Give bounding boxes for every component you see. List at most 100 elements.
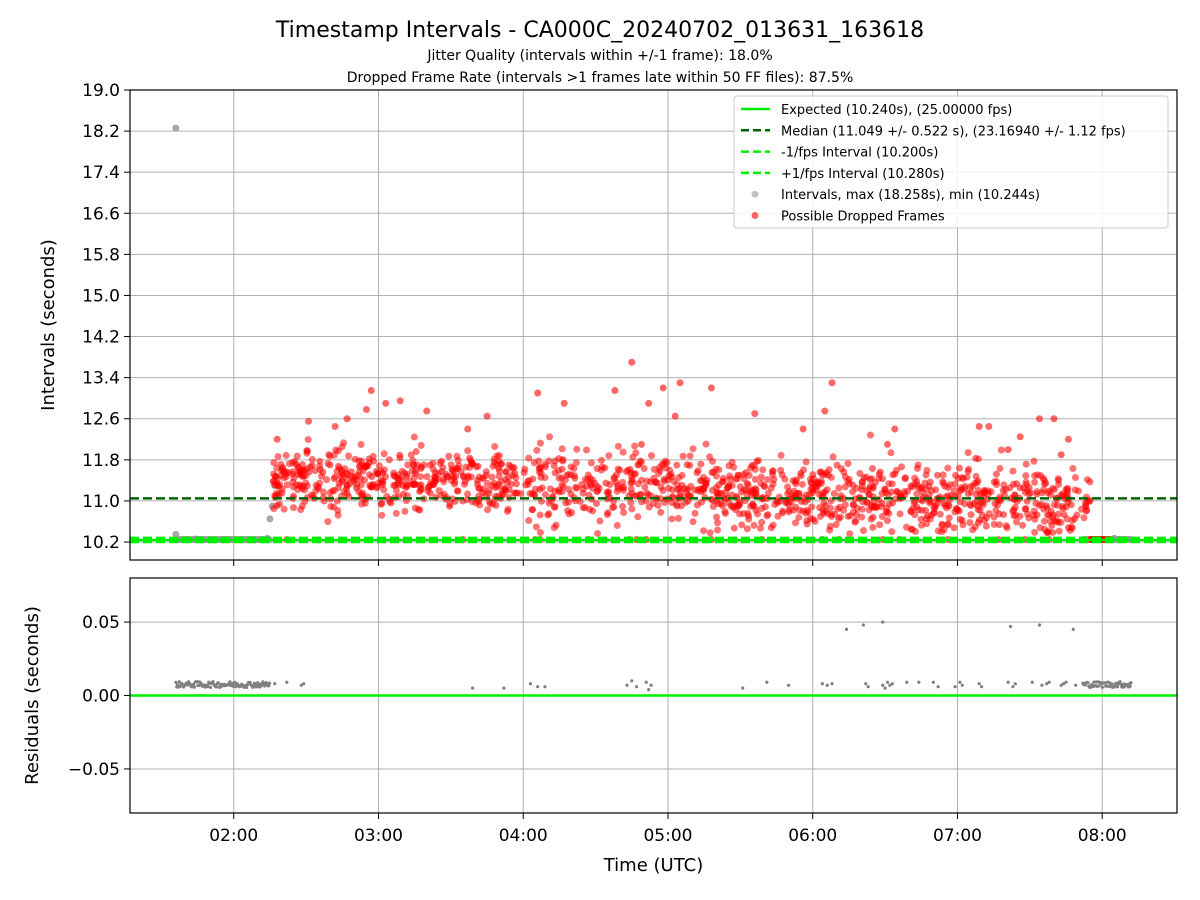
dropped-frame-point bbox=[431, 475, 439, 483]
dropped-frame-point bbox=[757, 473, 765, 481]
dropped-frame-point bbox=[867, 515, 875, 523]
dropped-frame-point bbox=[531, 485, 539, 493]
dropped-frame-point bbox=[689, 518, 697, 526]
residual-point bbox=[786, 683, 791, 687]
dropped-frame-point bbox=[750, 521, 758, 529]
dropped-frame-point bbox=[1013, 518, 1021, 526]
dropped-frame-point bbox=[691, 509, 699, 517]
dropped-frame-point bbox=[676, 379, 684, 387]
dropped-frame-point bbox=[839, 494, 847, 502]
dropped-frame-point bbox=[777, 451, 785, 459]
dropped-frame-point bbox=[426, 461, 434, 469]
dropped-frame-point bbox=[859, 498, 867, 506]
dropped-frame-point bbox=[619, 448, 627, 456]
dropped-frame-point bbox=[779, 507, 787, 515]
dropped-frame-point bbox=[826, 504, 834, 512]
dropped-frame-point bbox=[871, 478, 879, 486]
dropped-frame-point bbox=[1071, 474, 1079, 482]
dropped-frame-point bbox=[559, 456, 567, 464]
dropped-frame-point bbox=[546, 433, 554, 441]
dropped-frame-point bbox=[603, 510, 611, 518]
dropped-frame-point bbox=[274, 453, 282, 461]
dropped-frame-point bbox=[865, 491, 873, 499]
dropped-frame-point bbox=[372, 468, 380, 476]
dropped-frame-point bbox=[751, 410, 759, 418]
dropped-frame-point bbox=[528, 506, 536, 514]
dropped-frame-point bbox=[1054, 475, 1062, 483]
dropped-frame-point bbox=[699, 487, 707, 495]
dropped-frame-point bbox=[849, 481, 857, 489]
dropped-frame-point bbox=[754, 510, 762, 518]
dropped-frame-point bbox=[964, 467, 972, 475]
dropped-frame-point bbox=[944, 464, 952, 472]
y-tick-label: 16.6 bbox=[82, 204, 120, 224]
dropped-frame-point bbox=[977, 499, 985, 507]
dropped-frame-point bbox=[973, 479, 981, 487]
residual-point bbox=[741, 686, 745, 690]
dropped-frame-point bbox=[426, 489, 434, 497]
dropped-frame-point bbox=[563, 471, 571, 479]
dropped-frame-point bbox=[551, 469, 559, 477]
dropped-frame-point bbox=[512, 480, 520, 488]
dropped-frame-point bbox=[954, 474, 962, 482]
y-axis-label: Residuals (seconds) bbox=[22, 606, 43, 785]
dropped-frame-point bbox=[748, 491, 756, 499]
residual-point bbox=[231, 684, 235, 688]
dropped-frame-point bbox=[835, 484, 843, 492]
figure-title: Timestamp Intervals - CA000C_20240702_01… bbox=[275, 18, 924, 43]
dropped-frame-point bbox=[816, 512, 824, 520]
dropped-frame-point bbox=[700, 527, 708, 535]
dropped-frame-point bbox=[627, 485, 635, 493]
dropped-frame-point bbox=[507, 480, 515, 488]
dropped-frame-point bbox=[498, 460, 506, 468]
residual-point bbox=[647, 688, 651, 692]
dropped-frame-point bbox=[319, 468, 327, 476]
dropped-frame-point bbox=[727, 502, 735, 510]
dropped-frame-point bbox=[530, 491, 538, 499]
dropped-frame-point bbox=[719, 502, 727, 510]
x-axis-label: Time (UTC) bbox=[603, 855, 704, 876]
y-tick-label: 15.0 bbox=[82, 286, 120, 306]
dropped-frame-point bbox=[936, 510, 944, 518]
dropped-frame-point bbox=[305, 417, 313, 425]
y-tick-label: 10.2 bbox=[82, 533, 120, 553]
dropped-frame-point bbox=[380, 450, 388, 458]
dropped-frame-point bbox=[297, 482, 305, 490]
dropped-frame-point bbox=[464, 490, 472, 498]
dropped-frame-point bbox=[738, 521, 746, 529]
dropped-frame-point bbox=[1073, 511, 1081, 519]
residual-point bbox=[936, 685, 940, 689]
residual-point bbox=[192, 685, 197, 689]
dropped-frame-point bbox=[769, 521, 777, 529]
y-tick-label: 11.0 bbox=[82, 492, 120, 512]
dropped-frame-point bbox=[390, 472, 398, 480]
dropped-frame-point bbox=[555, 486, 563, 494]
dropped-frame-point bbox=[1082, 507, 1090, 515]
residual-point bbox=[502, 686, 506, 690]
dropped-frame-point bbox=[565, 485, 573, 493]
y-tick-label: 17.4 bbox=[82, 163, 120, 183]
dropped-frame-point bbox=[634, 513, 642, 521]
dropped-frame-point bbox=[745, 471, 753, 479]
residual-point bbox=[1107, 680, 1111, 684]
dropped-frame-point bbox=[333, 467, 341, 475]
dropped-frame-point bbox=[277, 472, 285, 480]
dropped-frame-point bbox=[799, 425, 807, 433]
plot-area bbox=[130, 620, 1177, 697]
residual-point bbox=[528, 682, 533, 686]
residual-point bbox=[536, 685, 540, 689]
residual-point bbox=[905, 680, 909, 684]
dropped-frame-point bbox=[673, 461, 681, 469]
dropped-frame-point bbox=[331, 473, 339, 481]
x-tick-label: 07:00 bbox=[933, 826, 982, 846]
dropped-frame-point bbox=[645, 399, 653, 407]
dropped-frame-point bbox=[628, 505, 636, 513]
dropped-frame-point bbox=[671, 412, 679, 420]
dropped-frame-point bbox=[424, 483, 432, 491]
dropped-frame-point bbox=[823, 486, 831, 494]
dropped-frame-point bbox=[830, 490, 838, 498]
residual-point bbox=[890, 682, 894, 686]
dropped-frame-point bbox=[832, 521, 840, 529]
dropped-frame-point bbox=[975, 422, 983, 430]
y-axis-label: Intervals (seconds) bbox=[38, 239, 59, 411]
